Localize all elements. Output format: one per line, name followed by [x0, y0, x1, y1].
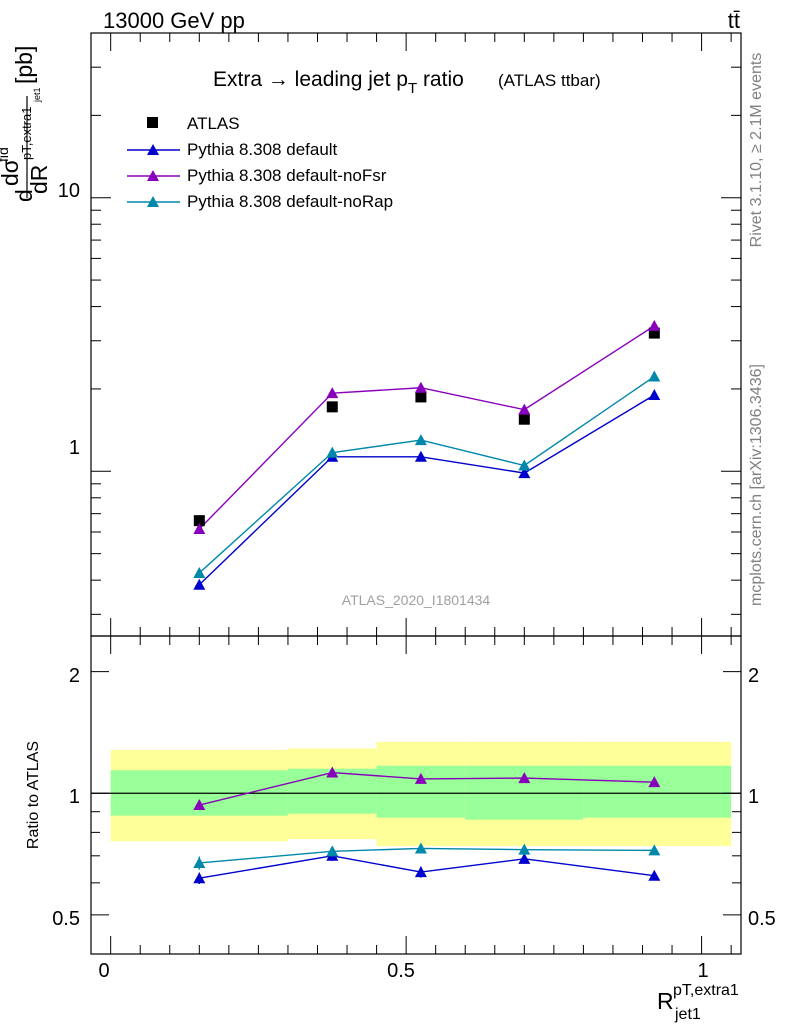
ratio-y-tick-label-1: 1 — [69, 786, 80, 808]
main-plot-panel: 1 10 Extra → leading jet pT ratio (ATLAS… — [0, 32, 742, 637]
legend-marker-nofsr — [147, 170, 159, 181]
ratio-point-nofsr — [648, 776, 661, 788]
x-tick-label-1: 1 — [697, 960, 708, 982]
x-axis-label-sup: pT,extra1 — [673, 982, 739, 999]
y-axis-label-dsigma: dσ — [0, 159, 23, 186]
ratio-point-nofsr — [518, 772, 531, 784]
ratio-plot-panel: 2 1 0.5 2 1 0.5 0 0.5 1 Ratio to ATLAS R… — [25, 635, 776, 1023]
data-point-atlas — [193, 515, 205, 527]
ratio-y-tick-label-1-right: 1 — [748, 786, 759, 808]
legend-label-default: Pythia 8.308 default — [187, 140, 338, 159]
y-axis-label-fid: fid — [0, 147, 11, 162]
mcplots-label: mcplots.cern.ch [arXiv:1306.3436] — [748, 364, 765, 606]
y-axis-label: d dσ fid dR pT,extra1 jet1 [pb] — [0, 46, 52, 202]
chart-title: Extra → leading jet pT ratio — [213, 68, 464, 97]
ratio-point-default — [518, 852, 531, 864]
data-point-norap — [326, 446, 339, 458]
chart-title-sub: T — [408, 80, 417, 97]
y-axis-label-d: d — [11, 189, 37, 202]
data-point-nofsr — [648, 319, 661, 331]
uncertainty-band-inner — [583, 765, 732, 818]
header-right-label: tt̄ — [728, 8, 740, 33]
ratio-point-nofsr — [414, 772, 427, 784]
data-point-norap — [518, 459, 531, 471]
data-point-nofsr — [414, 381, 427, 393]
legend: ATLAS Pythia 8.308 default Pythia 8.308 … — [127, 114, 393, 211]
legend-label-atlas: ATLAS — [187, 114, 240, 133]
data-point-nofsr — [326, 387, 339, 399]
series-line-norap — [198, 375, 655, 574]
legend-label-norap: Pythia 8.308 default-noRap — [187, 192, 393, 211]
data-point-atlas — [518, 413, 530, 425]
rivet-label: Rivet 3.1.10, ≥ 2.1M events — [748, 53, 765, 248]
x-tick-label-0.5: 0.5 — [387, 960, 415, 982]
analysis-watermark: ATLAS_2020_I1801434 — [342, 592, 491, 608]
series-line-nofsr — [198, 325, 655, 530]
data-point-nofsr — [193, 523, 206, 535]
y-axis-label-jet1: jet1 — [32, 87, 42, 103]
x-axis-label-main: R — [657, 988, 674, 1014]
ratio-y-tick-label-2: 2 — [69, 665, 80, 687]
ratio-point-nofsr — [326, 766, 339, 778]
ratio-point-norap — [326, 845, 339, 857]
ratio-point-norap — [648, 844, 661, 856]
ratio-line-norap — [199, 847, 655, 864]
ratio-y-tick-label-0.5: 0.5 — [52, 908, 80, 930]
data-point-atlas — [326, 401, 338, 413]
ratio-point-norap — [193, 856, 206, 868]
chart-title-small: (ATLAS ttbar) — [498, 71, 601, 90]
x-tick-label-0: 0 — [98, 960, 109, 982]
header-left-label: 13000 GeV pp — [103, 8, 245, 33]
data-point-norap — [193, 566, 206, 578]
ratio-point-norap — [518, 843, 531, 855]
data-point-norap — [648, 370, 661, 382]
ratio-y-tick-label-2-right: 2 — [748, 665, 759, 687]
ratio-point-default — [648, 869, 661, 881]
y-axis-label-dr: dR — [26, 165, 52, 194]
ratio-point-default — [414, 866, 427, 878]
ratio-point-nofsr — [193, 799, 206, 811]
ratio-plot-ticks — [91, 636, 741, 955]
data-point-default — [193, 578, 206, 590]
main-plot-ticks — [91, 33, 741, 636]
ratio-y-tick-label-0.5-right: 0.5 — [748, 908, 776, 930]
data-point-default — [518, 467, 531, 479]
ratio-line-default — [199, 855, 655, 879]
legend-marker-norap — [147, 196, 159, 207]
ratio-plot-frame — [90, 635, 742, 955]
chart-title-after: ratio — [417, 68, 464, 91]
ratio-point-default — [193, 872, 206, 884]
data-point-norap — [414, 434, 427, 446]
ratio-y-axis-label: Ratio to ATLAS — [25, 741, 42, 849]
data-point-nofsr — [518, 403, 531, 415]
data-point-default — [648, 389, 661, 401]
y-tick-label-10: 10 — [58, 180, 80, 202]
legend-marker-atlas — [147, 117, 158, 128]
chart-title-main: Extra → leading jet p — [213, 68, 408, 91]
y-axis-label-unit: [pb] — [11, 46, 37, 84]
x-axis-label: R pT,extra1 jet1 — [657, 982, 739, 1023]
ratio-point-norap — [414, 842, 427, 854]
data-point-default — [414, 450, 427, 462]
data-point-atlas — [648, 327, 660, 339]
x-axis-label-sub: jet1 — [674, 1006, 701, 1023]
data-point-atlas — [415, 391, 427, 403]
y-tick-label-1: 1 — [69, 437, 80, 459]
legend-marker-default — [147, 144, 159, 155]
legend-label-nofsr: Pythia 8.308 default-noFsr — [187, 166, 387, 185]
